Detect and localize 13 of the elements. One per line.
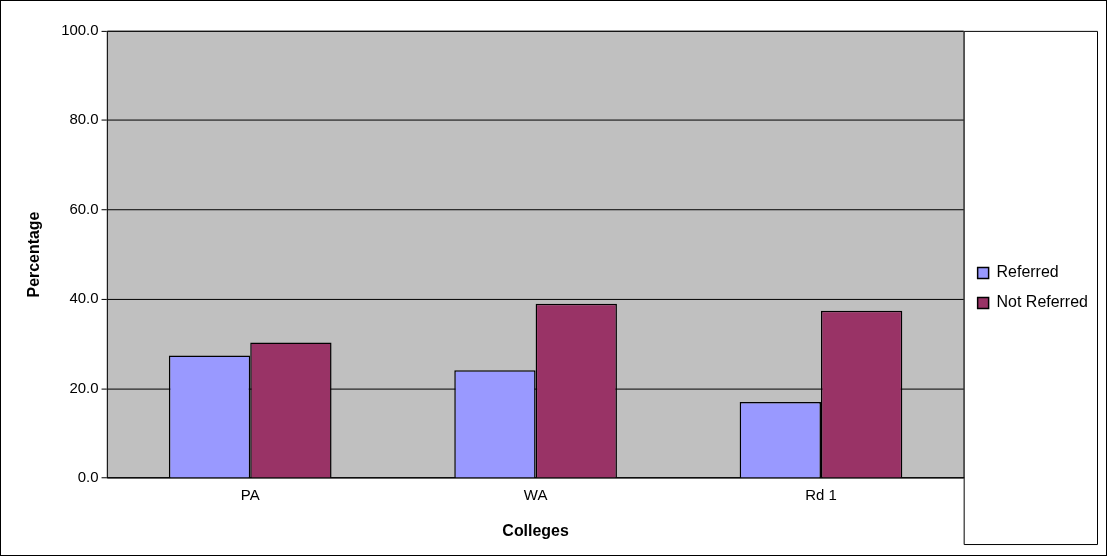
y-tick-label: 20.0 <box>69 378 99 396</box>
y-axis-title: Percentage <box>24 211 42 298</box>
x-tick-label: PA <box>240 486 260 504</box>
legend-label: Not Referred <box>996 293 1088 311</box>
x-axis-title: Colleges <box>502 521 569 539</box>
y-tick-label: 40.0 <box>69 289 99 307</box>
y-tick-label: 60.0 <box>69 199 99 217</box>
y-tick-label: 100.0 <box>61 21 99 39</box>
legend-label: Referred <box>996 263 1059 281</box>
y-tick-label: 80.0 <box>69 110 99 128</box>
y-tick-label: 0.0 <box>77 468 99 486</box>
x-tick-label: WA <box>523 486 548 504</box>
x-tick-label: Rd 1 <box>805 486 837 504</box>
